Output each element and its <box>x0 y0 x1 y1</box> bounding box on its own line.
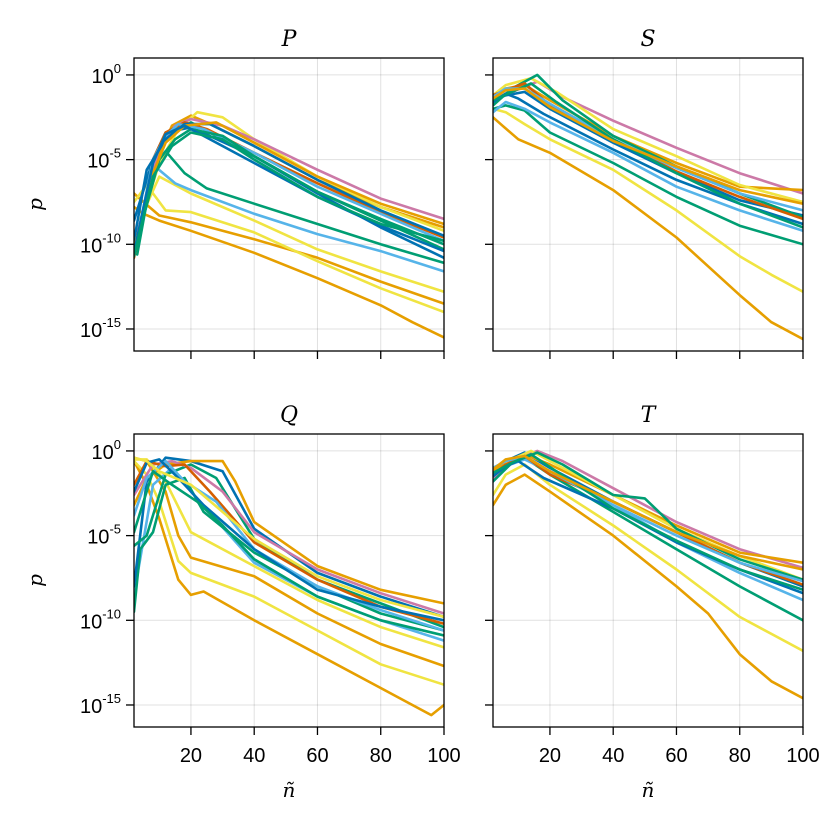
series-line-green-low <box>493 104 803 246</box>
x-tick-label: 80 <box>729 745 751 767</box>
x-tick-label: 60 <box>306 745 328 767</box>
series-line-blue-a <box>134 126 444 260</box>
panel-t: 20 40 60 80 100 Tñ <box>485 403 820 802</box>
series-line-orange-b <box>134 121 444 251</box>
plot-frame <box>492 57 804 352</box>
plot-frame <box>492 433 804 728</box>
x-tick-label: 20 <box>180 745 202 767</box>
series-line-green-b <box>134 469 444 637</box>
series-line-green-b <box>134 127 444 253</box>
y-axis-label: p <box>23 574 47 587</box>
y-axis-label: p <box>23 198 47 211</box>
series-line-yellow-low <box>493 463 803 653</box>
series-line-orange-b <box>493 454 803 571</box>
y-tick-label: 100 <box>92 61 121 88</box>
series-line-yellow-low <box>493 107 803 294</box>
series-line-skyblue-a <box>493 87 803 212</box>
plot-frame <box>133 57 445 352</box>
series-line-orange-low <box>493 473 803 700</box>
y-tick-label: 10-15 <box>80 691 121 718</box>
x-tick-label: 100 <box>786 745 819 767</box>
series-line-green-low <box>493 456 803 622</box>
series-line-orange-low <box>493 116 803 341</box>
panel-title: S <box>640 27 655 52</box>
panel-title: T <box>641 403 658 428</box>
series-line-green-b <box>493 452 803 592</box>
x-tick-label: 40 <box>602 745 624 767</box>
series-line-vermillion-a <box>134 459 444 626</box>
series-line-orange-low <box>134 459 444 717</box>
panel-q: 20 40 60 80 100 100 10-5 10-10 10-15 Qp ñ <box>23 403 461 802</box>
y-tick-label: 10-10 <box>80 606 121 633</box>
x-tick-label: 60 <box>665 745 687 767</box>
series-line-orange-b <box>493 87 803 205</box>
series-line-orange-low <box>134 205 444 339</box>
series-line-skyblue-low <box>493 100 803 233</box>
plot-frame <box>133 433 445 728</box>
x-tick-label: 40 <box>243 745 265 767</box>
series-line-skyblue-low <box>493 458 803 602</box>
y-tick-label: 10-15 <box>80 315 121 342</box>
y-tick-label: 10-10 <box>80 230 121 257</box>
x-axis-label: ñ <box>283 778 296 802</box>
series-line-green-a <box>134 463 444 629</box>
series-line-yellow-2 <box>139 175 444 294</box>
y-tick-label: 10-5 <box>87 146 121 173</box>
y-tick-label: 100 <box>92 437 121 464</box>
x-tick-label: 100 <box>427 745 460 767</box>
x-axis-label: ñ <box>642 778 655 802</box>
series-line-yellow-low <box>134 459 444 687</box>
series-line-orange-a <box>493 452 803 565</box>
series-line-orange-2 <box>134 192 444 305</box>
series-line-green-c <box>134 131 444 258</box>
x-tick-label: 20 <box>539 745 561 767</box>
panel-s: S <box>485 27 804 359</box>
x-tick-label: 80 <box>370 745 392 767</box>
series-line-green-low <box>135 149 444 265</box>
y-tick-label: 10-5 <box>87 522 121 549</box>
series-line-yellow-a <box>493 77 803 204</box>
series-line-yellow-a <box>134 456 444 619</box>
series-line-blue-b <box>134 458 444 622</box>
panel-p: 100 10-5 10-10 10-15 Pp <box>23 27 445 359</box>
panel-title: P <box>281 27 298 52</box>
panel-title: Q <box>280 403 298 428</box>
